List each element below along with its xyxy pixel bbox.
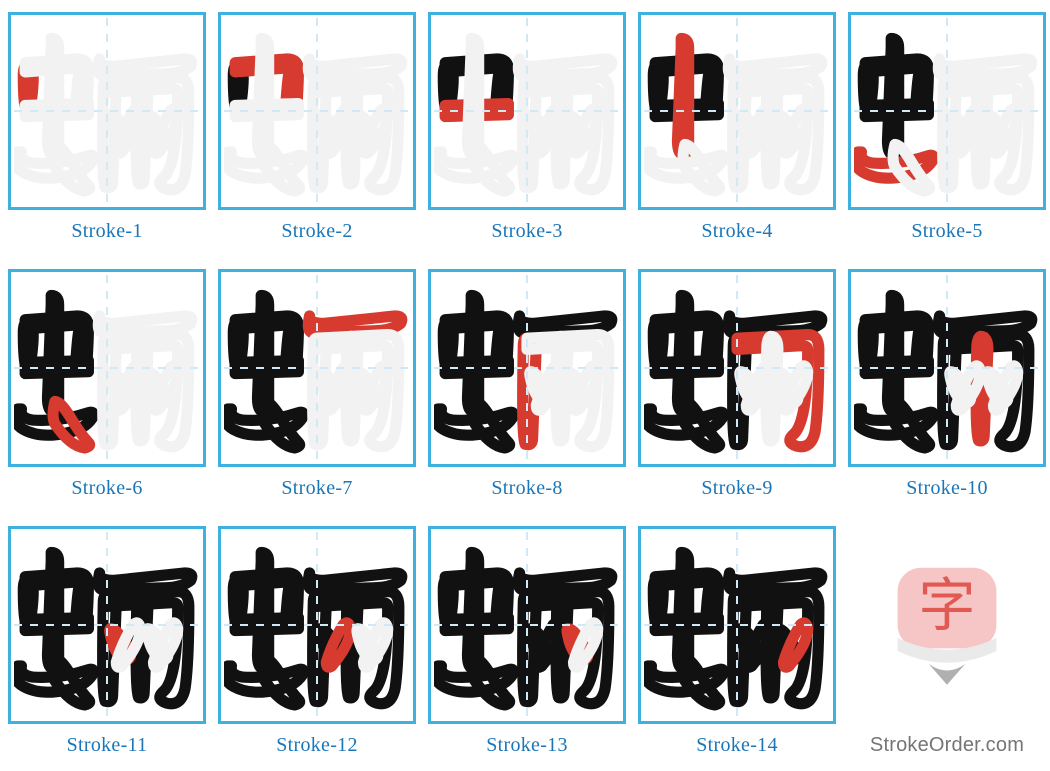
stroke-caption: Stroke-4: [701, 220, 772, 243]
stroke-cell: Stroke-7: [218, 269, 416, 500]
stroke-caption: Stroke-7: [281, 477, 352, 500]
guide-vertical: [316, 275, 318, 461]
stroke-caption: Stroke-8: [491, 477, 562, 500]
guide-vertical: [526, 275, 528, 461]
stroke-tile: [428, 269, 626, 467]
stroke-tile: [638, 12, 836, 210]
guide-vertical: [526, 18, 528, 204]
guide-vertical: [106, 18, 108, 204]
stroke-caption: Stroke-12: [276, 734, 358, 757]
stroke-tile: [218, 526, 416, 724]
stroke-caption: Stroke-2: [281, 220, 352, 243]
stroke-cell: Stroke-1: [8, 12, 206, 243]
stroke-tile: [8, 269, 206, 467]
stroke-tile: [218, 269, 416, 467]
stroke-cell: Stroke-10: [848, 269, 1046, 500]
stroke-grid: Stroke-1 Stroke-2 Stroke-3 Stroke-4 Stroke-5…: [8, 12, 1042, 757]
stroke-tile: [848, 12, 1046, 210]
stroke-caption: Stroke-14: [696, 734, 778, 757]
branding-logo: 字: [848, 526, 1046, 724]
stroke-cell: Stroke-3: [428, 12, 626, 243]
stroke-cell: Stroke-5: [848, 12, 1046, 243]
guide-vertical: [316, 532, 318, 718]
guide-vertical: [106, 275, 108, 461]
stroke-caption: Stroke-11: [67, 734, 148, 757]
stroke-caption: Stroke-9: [701, 477, 772, 500]
branding-label: StrokeOrder.com: [870, 734, 1024, 757]
stroke-caption: Stroke-3: [491, 220, 562, 243]
stroke-caption: Stroke-10: [906, 477, 988, 500]
stroke-tile: [638, 269, 836, 467]
stroke-cell: Stroke-4: [638, 12, 836, 243]
stroke-caption: Stroke-6: [71, 477, 142, 500]
stroke-cell: Stroke-6: [8, 269, 206, 500]
stroke-cell: Stroke-9: [638, 269, 836, 500]
stroke-caption: Stroke-5: [911, 220, 982, 243]
stroke-cell: Stroke-13: [428, 526, 626, 757]
guide-vertical: [316, 18, 318, 204]
stroke-cell: Stroke-12: [218, 526, 416, 757]
stroke-tile: [848, 269, 1046, 467]
guide-vertical: [736, 275, 738, 461]
stroke-tile: [638, 526, 836, 724]
stroke-tile: [428, 12, 626, 210]
stroke-cell: Stroke-2: [218, 12, 416, 243]
stroke-tile: [428, 526, 626, 724]
stroke-tile: [218, 12, 416, 210]
stroke-caption: Stroke-1: [71, 220, 142, 243]
branding-cell: 字 StrokeOrder.com: [848, 526, 1046, 757]
guide-vertical: [526, 532, 528, 718]
guide-vertical: [946, 18, 948, 204]
guide-vertical: [946, 275, 948, 461]
guide-vertical: [736, 18, 738, 204]
stroke-cell: Stroke-11: [8, 526, 206, 757]
guide-vertical: [106, 532, 108, 718]
stroke-cell: Stroke-14: [638, 526, 836, 757]
stroke-cell: Stroke-8: [428, 269, 626, 500]
stroke-caption: Stroke-13: [486, 734, 568, 757]
svg-text:字: 字: [918, 575, 975, 638]
guide-vertical: [736, 532, 738, 718]
stroke-tile: [8, 526, 206, 724]
stroke-tile: [8, 12, 206, 210]
